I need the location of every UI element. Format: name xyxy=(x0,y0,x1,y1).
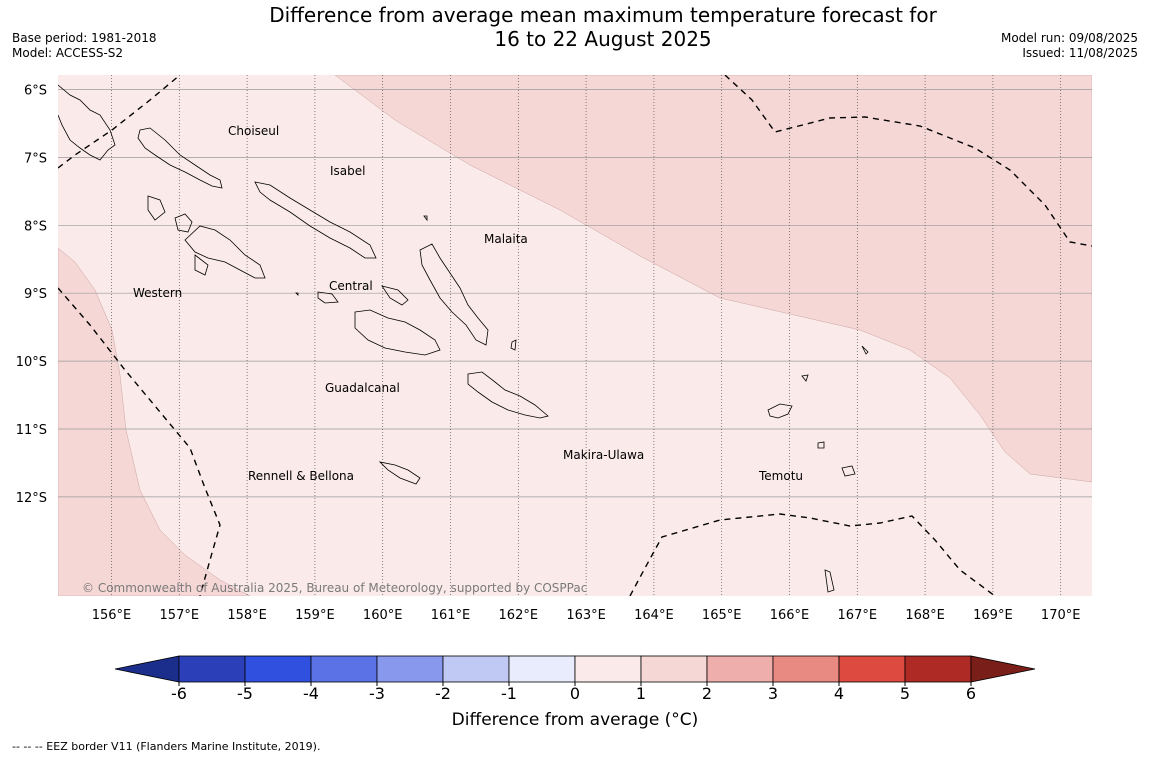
colorbar-segment xyxy=(640,655,708,683)
map: Choiseul Isabel Malaita Western Central … xyxy=(16,75,1092,623)
latitude-label: 11°S xyxy=(16,423,47,438)
colorbar-tick-label: -6 xyxy=(171,684,187,700)
colorbar-tick-label: 4 xyxy=(834,684,844,700)
longitude-label: 166°E xyxy=(770,608,810,623)
longitude-labels: 156°E 157°E 158°E 159°E 160°E 161°E 162°E 163°E… xyxy=(92,608,1081,623)
colorbar-segment xyxy=(904,655,972,683)
meta-left: Base period: 1981-2018 Model: ACCESS-S2 xyxy=(12,31,157,61)
chart-title: Difference from average mean maximum tem… xyxy=(200,3,1006,51)
longitude-label: 157°E xyxy=(160,608,200,623)
longitude-label: 162°E xyxy=(499,608,539,623)
colorbar-label: Difference from average (°C) xyxy=(451,710,699,730)
place-label-temotu: Temotu xyxy=(758,469,803,483)
colorbar-tick-label: 3 xyxy=(768,684,778,700)
colorbar-segment xyxy=(508,655,576,683)
colorbar-segment xyxy=(244,655,312,683)
latitude-label: 6°S xyxy=(24,84,47,99)
latitude-label: 7°S xyxy=(24,151,47,166)
place-label-malaita: Malaita xyxy=(484,232,528,246)
colorbar-ticks: -6 -5 -4 -3 -2 -1 0 1 2 3 4 5 6 xyxy=(171,682,976,700)
longitude-label: 161°E xyxy=(431,608,471,623)
latitude-label: 10°S xyxy=(16,355,47,370)
colorbar-segment xyxy=(178,655,246,683)
title-line-1: Difference from average mean maximum tem… xyxy=(269,3,937,27)
colorbar-tick-label: 5 xyxy=(900,684,910,700)
model-run-text: Model run: 09/08/2025 xyxy=(1000,31,1138,45)
longitude-label: 159°E xyxy=(295,608,335,623)
colorbar-tick-label: -1 xyxy=(501,684,517,700)
latitude-label: 9°S xyxy=(24,287,47,302)
longitude-label: 168°E xyxy=(905,608,945,623)
place-label-guadalcanal: Guadalcanal xyxy=(325,381,400,395)
colorbar-tick-label: 6 xyxy=(966,684,976,700)
place-label-rennell-bellona: Rennell & Bellona xyxy=(248,469,354,483)
colorbar-segments xyxy=(114,655,1036,683)
place-label-makira-ulawa: Makira-Ulawa xyxy=(563,448,644,462)
eez-footnote: -- -- -- EEZ border V11 (Flanders Marine… xyxy=(12,740,321,753)
latitude-labels: 6°S 7°S 8°S 9°S 10°S 11°S 12°S xyxy=(16,84,47,506)
colorbar-segment xyxy=(376,655,444,683)
colorbar-segment xyxy=(442,655,510,683)
longitude-label: 170°E xyxy=(1041,608,1081,623)
colorbar-tick-label: -2 xyxy=(435,684,451,700)
place-label-western: Western xyxy=(133,286,182,300)
colorbar-tick-label: 0 xyxy=(570,684,580,700)
longitude-label: 167°E xyxy=(838,608,878,623)
colorbar-extend-low xyxy=(114,655,180,683)
graticule xyxy=(58,75,1092,596)
longitude-label: 164°E xyxy=(634,608,674,623)
longitude-label: 169°E xyxy=(973,608,1013,623)
longitude-label: 165°E xyxy=(702,608,742,623)
place-label-central: Central xyxy=(329,279,373,293)
meta-right: Model run: 09/08/2025 Issued: 11/08/2025 xyxy=(1001,31,1138,61)
copyright-text: © Commonwealth of Australia 2025, Bureau… xyxy=(82,581,587,595)
colorbar-segment xyxy=(310,655,378,683)
place-labels: Choiseul Isabel Malaita Western Central … xyxy=(133,124,803,483)
colorbar-tick-label: 1 xyxy=(636,684,646,700)
colorbar-segment xyxy=(706,655,774,683)
colorbar-tick-label: -5 xyxy=(237,684,253,700)
colorbar-extend-high xyxy=(970,655,1036,683)
coastlines xyxy=(58,84,869,593)
colorbar-segment xyxy=(772,655,840,683)
base-period-text: Base period: 1981-2018 xyxy=(12,31,157,45)
longitude-label: 160°E xyxy=(363,608,403,623)
colorbar-segment xyxy=(838,655,906,683)
colorbar-tick-label: -3 xyxy=(369,684,385,700)
place-label-isabel: Isabel xyxy=(330,164,365,178)
anomaly-area-1-2-south-west xyxy=(58,247,251,596)
title-line-2: 16 to 22 August 2025 xyxy=(494,27,712,51)
colorbar-tick-label: -4 xyxy=(303,684,319,700)
colorbar-segment xyxy=(574,655,642,683)
longitude-label: 163°E xyxy=(566,608,606,623)
eez-borders xyxy=(58,75,1092,596)
latitude-label: 8°S xyxy=(24,219,47,234)
latitude-label: 12°S xyxy=(16,491,47,506)
issued-text: Issued: 11/08/2025 xyxy=(1022,46,1138,60)
colorbar: -6 -5 -4 -3 -2 -1 0 1 2 3 4 5 6 xyxy=(114,655,1036,700)
colorbar-tick-label: 2 xyxy=(702,684,712,700)
model-text: Model: ACCESS-S2 xyxy=(12,46,124,60)
longitude-label: 156°E xyxy=(92,608,132,623)
longitude-label: 158°E xyxy=(227,608,267,623)
place-label-choiseul: Choiseul xyxy=(228,124,279,138)
